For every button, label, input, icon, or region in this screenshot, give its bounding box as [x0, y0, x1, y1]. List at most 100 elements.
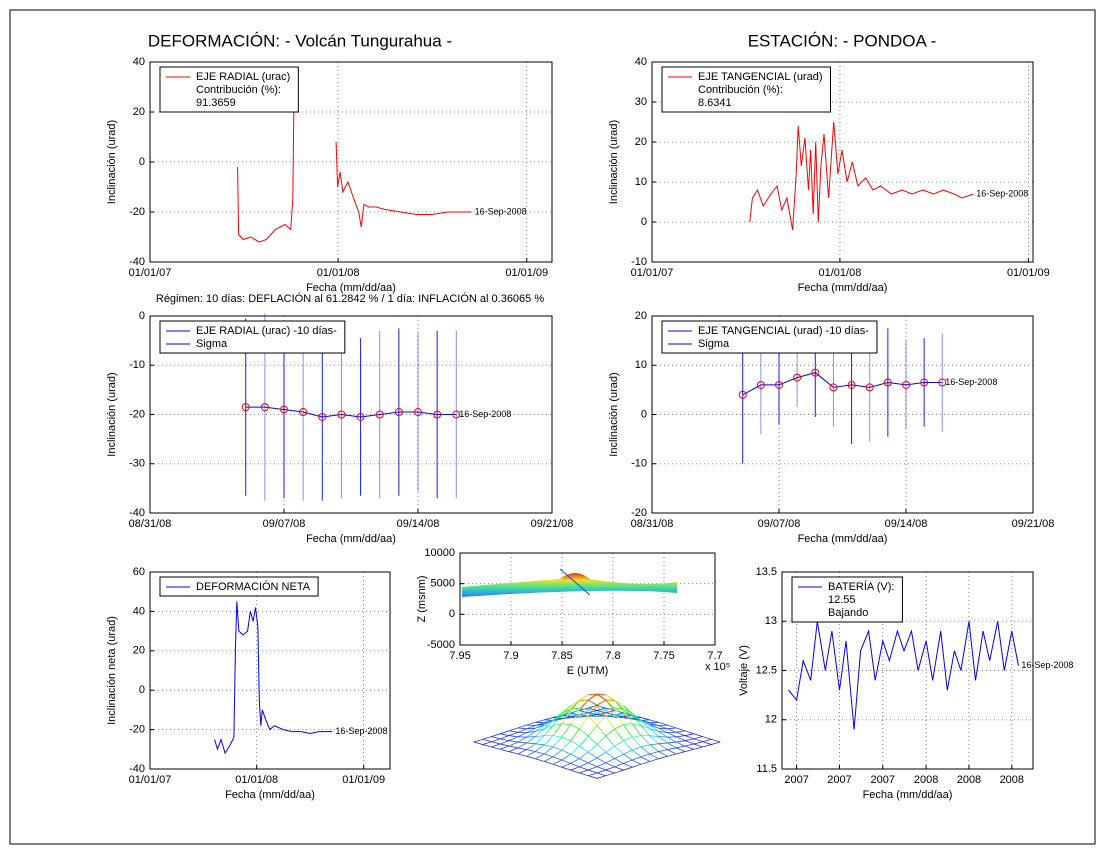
y-tick-label: 20 — [133, 645, 145, 657]
mesh-line — [588, 769, 598, 774]
mesh-line — [658, 749, 668, 752]
mesh-line — [535, 744, 545, 752]
mesh-line — [596, 715, 606, 717]
data-point — [829, 383, 838, 392]
mesh-line — [693, 741, 703, 745]
mesh-line — [526, 731, 536, 733]
mesh-line — [693, 738, 703, 743]
legend-label: BATERÍA (V): — [828, 580, 894, 593]
mesh-line — [614, 724, 624, 730]
legend-box — [159, 576, 319, 597]
mesh-line — [640, 735, 651, 746]
mesh-line — [623, 749, 633, 755]
mesh-line — [500, 748, 510, 752]
mesh-line — [500, 730, 510, 735]
mesh-line — [649, 735, 659, 745]
legend: EJE RADIAL (urac) -10 días-Sigma — [159, 320, 346, 354]
mesh-line — [491, 738, 501, 743]
mesh-line — [543, 735, 554, 746]
legend-note: Bajando — [828, 607, 868, 619]
mesh-line — [658, 727, 668, 730]
mesh-line — [570, 763, 580, 768]
legend-label: EJE TANGENCIAL (urad) -10 días- — [698, 325, 869, 337]
plot-area — [460, 553, 715, 645]
x-tick-label: 09/14/08 — [397, 518, 440, 530]
mesh-line — [535, 743, 545, 746]
mesh-line — [658, 725, 668, 730]
mesh-line — [596, 693, 606, 696]
mesh-line — [508, 727, 518, 732]
mesh-line — [631, 713, 642, 721]
x-tick-label: 09/21/08 — [1012, 518, 1055, 530]
mesh-line — [684, 730, 694, 735]
x-tick-label: 2008 — [1000, 774, 1024, 786]
mesh-line — [640, 746, 651, 755]
mesh-line — [596, 709, 606, 714]
mesh-line — [535, 758, 545, 762]
mesh-line — [561, 736, 571, 742]
y-tick-label: 10000 — [424, 547, 455, 559]
mesh-line — [579, 772, 589, 777]
mesh-line — [561, 710, 571, 716]
mesh-line — [631, 749, 642, 758]
mesh-line — [658, 724, 668, 726]
mesh-line — [693, 746, 703, 750]
y-tick-label: 13.5 — [756, 566, 777, 578]
y-tick-label: 12.5 — [756, 664, 777, 676]
data-line — [788, 621, 1019, 730]
mesh-line — [570, 769, 580, 774]
x-tick-label: 01/01/08 — [317, 267, 360, 279]
mesh-line — [552, 723, 562, 726]
mesh-line — [640, 720, 650, 726]
y-tick-label: 11.5 — [756, 763, 777, 775]
legend-label: DEFORMACIÓN NETA — [196, 580, 311, 593]
multiplier: x 10⁵ — [705, 661, 730, 673]
mesh-line — [517, 749, 527, 755]
mesh-line — [561, 723, 571, 725]
mesh-line — [517, 753, 527, 757]
mesh-line — [649, 724, 659, 729]
mesh-line — [596, 704, 606, 711]
legend-box — [791, 576, 903, 623]
mesh-line — [711, 738, 721, 743]
y-tick-label: 13 — [765, 615, 777, 627]
mesh-line — [605, 758, 615, 764]
mesh-line — [570, 707, 580, 716]
mesh-line — [667, 747, 677, 750]
mesh-line — [676, 730, 686, 733]
end-label: 16-Sep-2008 — [945, 377, 997, 387]
mesh-line — [570, 728, 580, 741]
mesh-line — [605, 762, 615, 768]
mesh-line — [640, 744, 650, 748]
x-tick-label: 7.95 — [449, 650, 470, 662]
mesh-line — [588, 709, 598, 714]
mesh-line — [667, 724, 677, 729]
mesh-line — [667, 741, 677, 744]
mesh-line — [482, 736, 492, 740]
end-label: 16-Sep-2008 — [335, 726, 387, 736]
mesh-line — [526, 749, 536, 752]
mesh-line — [491, 733, 501, 737]
y-tick-label: -20 — [129, 206, 145, 218]
y-tick-label: 40 — [133, 605, 145, 617]
mesh-line — [587, 715, 598, 726]
y-axis-label: Inclinación (urad) — [608, 372, 620, 456]
x-tick-label: 01/01/08 — [235, 774, 278, 786]
mesh-line — [596, 699, 606, 706]
mesh-line — [605, 735, 615, 747]
mesh-line — [588, 712, 598, 717]
legend-note: 8.6341 — [698, 97, 732, 109]
mesh-line — [667, 742, 677, 749]
mesh-line — [508, 747, 518, 752]
data-point — [241, 403, 250, 412]
mesh-line — [658, 742, 668, 745]
plot-area — [150, 572, 390, 769]
mesh-line — [500, 735, 510, 740]
y-tick-label: 0 — [641, 216, 647, 228]
y-tick-label: -20 — [631, 507, 647, 519]
mesh-line — [614, 758, 624, 764]
y-tick-label: -10 — [631, 256, 647, 268]
plot-frame — [149, 571, 391, 770]
